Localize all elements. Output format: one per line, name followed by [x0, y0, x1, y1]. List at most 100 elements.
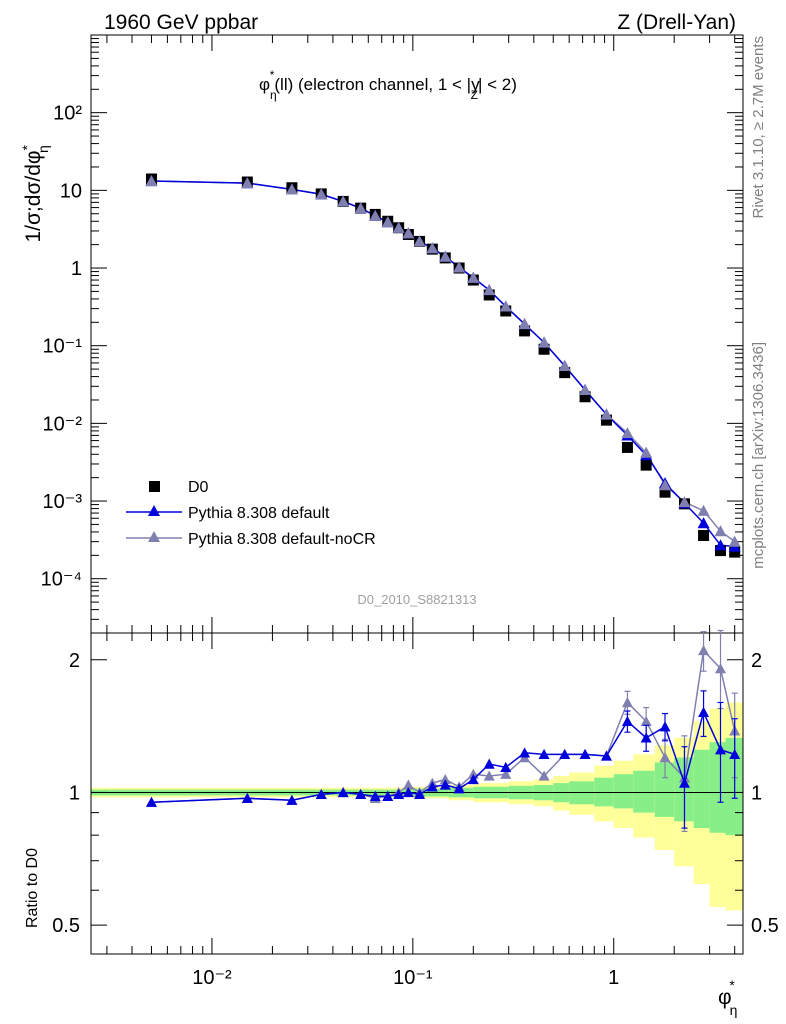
ratio-point-default — [393, 788, 405, 800]
nocr-point — [241, 177, 254, 189]
ratio-point-default — [678, 777, 690, 788]
default-point — [697, 517, 710, 529]
ratio-y-tick-label: 2 — [69, 650, 80, 672]
x-axis-label: φ η* — [718, 977, 737, 1018]
d0-point — [698, 529, 710, 541]
ratio-point-default — [729, 748, 741, 760]
nocr-point — [354, 202, 367, 214]
d0-point — [600, 414, 612, 426]
nocr-point — [678, 496, 691, 508]
ratio-point-default — [621, 715, 633, 726]
nocr-point — [439, 250, 452, 262]
ratio-point-nocr — [402, 779, 414, 790]
series-line-nocr — [151, 180, 736, 543]
legend-d0-label: D0 — [188, 479, 209, 496]
legend: D0 Pythia 8.308 default Pythia 8.308 def… — [126, 479, 376, 548]
ratio-point-default — [640, 732, 652, 743]
band-inner — [613, 774, 634, 809]
nocr-point — [621, 427, 634, 439]
ratio-point-default — [382, 790, 394, 801]
header-left: 1960 GeV ppbar — [104, 11, 258, 34]
mcplots-label: mcplots.cern.ch [arXiv:1306.3436] — [750, 342, 767, 569]
ratio-y-tick-label: 1 — [69, 782, 80, 804]
nocr-point — [467, 271, 480, 283]
rivet-label: Rivet 3.1.10, ≥ 2.7M events — [750, 36, 767, 219]
ratio-point-default — [426, 781, 438, 792]
main-tick-labels: 10⁻⁴ 10⁻³ 10⁻² 10⁻¹ 1 10 10² — [41, 103, 83, 591]
nocr-point — [285, 183, 298, 195]
main-marks — [145, 173, 741, 558]
default-point — [714, 539, 727, 551]
nocr-point — [499, 300, 512, 312]
ratio-point-nocr — [659, 752, 671, 763]
d0-point — [659, 486, 671, 498]
ratio-frame — [90, 632, 744, 955]
band-inner — [654, 762, 675, 817]
title-rest: (ll) (electron channel, 1 < | — [274, 75, 471, 94]
ratio-point-default — [579, 748, 591, 760]
d0-point — [640, 459, 652, 471]
ratio-point-default — [369, 790, 381, 801]
main-ticks — [91, 35, 743, 634]
ratio-y-tick-label: 0.5 — [52, 915, 80, 937]
nocr-point — [659, 479, 672, 491]
y-tick-label: 10⁻³ — [43, 491, 83, 513]
band-inner — [693, 749, 710, 829]
nocr-point — [392, 221, 405, 233]
y-tick-label: 10² — [53, 103, 82, 125]
ratio-point-default — [467, 773, 479, 785]
ratio-bands — [91, 702, 743, 911]
legend-nocr-label: Pythia 8.308 default-noCR — [188, 531, 376, 548]
series-line-default — [151, 180, 735, 548]
ratio-point-default — [538, 748, 550, 760]
nocr-point — [426, 242, 439, 254]
d0-point — [579, 391, 591, 403]
ratio-point-default — [241, 792, 253, 803]
legend-nocr-marker — [148, 531, 160, 542]
legend-default-label: Pythia 8.308 default — [188, 505, 330, 522]
nocr-point — [369, 209, 382, 221]
nocr-point — [579, 383, 592, 395]
d0-point — [621, 441, 633, 453]
d0-point — [559, 367, 571, 379]
ratio-point-default — [559, 748, 571, 760]
d0-point — [519, 325, 531, 337]
d0-point — [715, 545, 727, 557]
ratio-point-default — [402, 786, 414, 798]
ratio-panel: 0.5 0.5 1 1 2 2 10⁻² 10⁻¹ 1 Ratio to D0 φ η* — [24, 629, 779, 1018]
nocr-point — [145, 174, 158, 187]
nocr-point — [337, 195, 350, 207]
y-tick-label: 10⁻⁴ — [41, 569, 82, 591]
ratio-marks — [145, 629, 741, 832]
ratio-point-nocr — [698, 644, 710, 656]
main-ylabel: 1/σ;dσ/dφ*η — [19, 144, 51, 242]
nocr-point — [453, 261, 466, 273]
d0-point — [729, 546, 741, 558]
nocr-point — [538, 336, 551, 348]
ratio-point-default — [453, 783, 465, 794]
ratio-point-default — [600, 750, 612, 761]
ratio-ticks — [91, 633, 743, 954]
ratio-y-tick-label-right: 0.5 — [751, 915, 779, 937]
nocr-point — [714, 525, 727, 537]
ratio-point-nocr — [621, 696, 633, 708]
ratio-point-nocr — [640, 715, 652, 726]
x-tick-label: 1 — [608, 967, 619, 989]
header-right: Z (Drell-Yan) — [617, 11, 736, 34]
ratio-point-nocr — [483, 770, 495, 781]
nocr-point — [600, 408, 613, 420]
nocr-point — [697, 504, 710, 516]
nocr-point — [381, 216, 394, 228]
ratio-point-default — [145, 796, 157, 807]
main-title: φη*(ll) (electron channel, 1 < |y Z| < 2) — [259, 68, 517, 102]
nocr-point — [483, 284, 496, 296]
ratio-point-nocr — [538, 770, 550, 781]
ratio-point-default — [500, 761, 512, 773]
y-tick-label: 10⁻¹ — [43, 336, 83, 358]
ratio-point-nocr — [439, 773, 451, 785]
ratio-point-default — [439, 779, 451, 790]
ratio-ylabel: Ratio to D0 — [24, 848, 41, 928]
ratio-y-tick-label-right: 2 — [751, 650, 762, 672]
ratio-point-default — [659, 721, 671, 732]
